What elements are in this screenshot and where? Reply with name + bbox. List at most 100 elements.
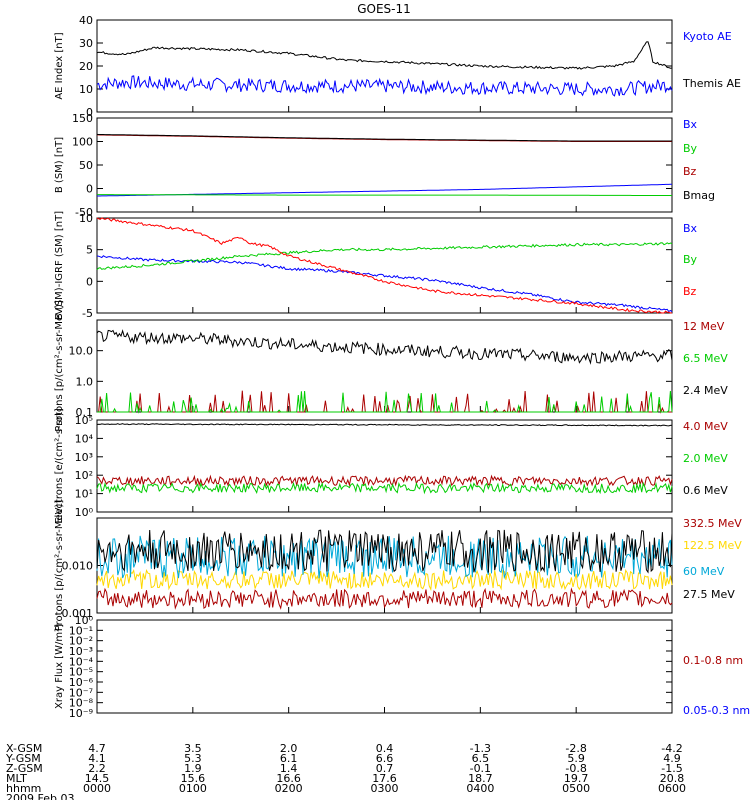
x-tick-label: 5.9: [567, 752, 585, 765]
panel-5: 10⁰ 10¹ 10² 10³ 10⁴ 10⁵ Electrons [e/(cm²-s-sr…: [54, 408, 728, 524]
series-line: [96, 423, 673, 427]
legend-entry: Kyoto AE: [683, 30, 732, 43]
series-line: [96, 41, 673, 70]
legend-entry: 0.6 MeV: [683, 484, 728, 497]
series-line: [96, 535, 673, 580]
legend-entry: 4.0 MeV: [683, 420, 728, 433]
x-tick-label: -0.8: [565, 762, 586, 775]
series-line: [96, 529, 673, 574]
panel-frame: [96, 117, 673, 213]
x-tick-label: 1.4: [280, 762, 298, 775]
series-line: [96, 75, 673, 97]
y-tick-label: 10.0: [69, 345, 94, 358]
x-tick-label: 15.6: [181, 772, 206, 785]
panel-frame: [96, 217, 673, 314]
x-row-label: X-GSM: [6, 742, 42, 755]
y-tick-label: 10: [79, 83, 93, 96]
x-tick-label: 5.3: [184, 752, 202, 765]
y-tick-label: 10²: [75, 469, 93, 482]
y-tick-label: 10⁻⁶: [69, 676, 94, 689]
x-tick-label: 3.5: [184, 742, 202, 755]
y-axis-label: Electrons [e/(cm²-s-sr)]: [54, 408, 65, 524]
y-tick-label: 0: [86, 106, 93, 119]
x-tick-label: 0.4: [376, 742, 394, 755]
x-tick-label: 18.7: [468, 772, 493, 785]
y-tick-label: 10⁰: [75, 614, 94, 627]
y-tick-label: 0: [86, 275, 93, 288]
y-tick-label: 10¹: [75, 488, 93, 501]
x-row-label: MLT: [6, 772, 27, 785]
x-tick-label: 19.7: [564, 772, 589, 785]
legend-entry: 12 MeV: [683, 320, 725, 333]
legend-entry: 0.05-0.3 nm: [683, 704, 750, 717]
panel-frame: [96, 619, 673, 714]
legend-entry: 6.5 MeV: [683, 352, 728, 365]
x-tick-label: 0100: [179, 782, 207, 795]
legend-entry: 27.5 MeV: [683, 588, 735, 601]
legend-entry: 122.5 MeV: [683, 539, 742, 552]
legend-entry: 2.4 MeV: [683, 384, 728, 397]
y-tick-label: 20: [79, 60, 93, 73]
series-line: [96, 217, 673, 314]
x-tick-label: 0600: [658, 782, 686, 795]
panel-frame: [96, 517, 673, 614]
x-tick-label: -4.2: [661, 742, 682, 755]
x-tick-label: 0200: [275, 782, 303, 795]
y-tick-label: 10⁻²: [69, 635, 93, 648]
x-tick-label: 4.1: [88, 752, 106, 765]
panel-frame: [96, 19, 673, 113]
x-tick-label: 0.7: [376, 762, 394, 775]
x-tick-label: -2.8: [565, 742, 586, 755]
x-tick-label: 14.5: [85, 772, 110, 785]
y-tick-label: 10⁴: [75, 432, 94, 445]
y-tick-label: 10⁵: [75, 414, 93, 427]
legend-entry: 60 MeV: [683, 565, 725, 578]
y-tick-label: 100: [72, 136, 93, 149]
x-tick-label: 6.6: [376, 752, 394, 765]
y-tick-label: 10³: [75, 451, 93, 464]
x-tick-label: 2.0: [280, 742, 298, 755]
y-axis-label: Xray Flux [W/m²]: [54, 624, 65, 709]
legend-entry: 332.5 MeV: [683, 517, 742, 530]
y-tick-label: 10⁻⁹: [69, 707, 93, 720]
series-line: [96, 587, 673, 610]
legend-entry: Themis AE: [682, 77, 741, 90]
series-line: [97, 183, 672, 197]
series-line: [96, 255, 673, 313]
y-tick-label: -50: [75, 206, 93, 219]
y-tick-label: 10: [79, 212, 93, 225]
x-tick-label: -0.1: [470, 762, 491, 775]
y-tick-label: 10⁻⁴: [69, 655, 94, 668]
series-line: [96, 242, 673, 271]
x-row-label: hhmm: [6, 782, 41, 795]
y-tick-label: 150: [72, 112, 93, 125]
y-axis-label: Protons [p/(cm²-s-sr-MeV)]: [54, 500, 65, 632]
y-tick-label: 0.1: [76, 406, 94, 419]
y-tick-label: 10⁻⁷: [69, 686, 93, 699]
y-tick-label: 10⁻⁵: [69, 666, 93, 679]
panel-2: -50 0 50 100 150 B (SM) [nT] Bx By Bz Bmag: [54, 112, 715, 219]
x-tick-label: 0300: [371, 782, 399, 795]
series-line: [96, 133, 672, 142]
legend-entry: By: [683, 142, 698, 155]
y-tick-label: 10⁰: [75, 506, 94, 519]
panel-4: 0.1 1.0 10.0 Protons [p/(cm²-s-sr-MeV)] 12 M…: [54, 300, 728, 432]
x-tick-label: 6.5: [472, 752, 490, 765]
legend-entry: By: [683, 253, 698, 266]
series-line: [96, 329, 673, 365]
x-tick-label: -1.5: [661, 762, 682, 775]
legend-entry: Bz: [683, 165, 697, 178]
series-line: [96, 474, 673, 487]
y-tick-label: 10⁻³: [69, 645, 93, 658]
x-row-label: Z-GSM: [6, 762, 43, 775]
y-axis-label: Protons [p/(cm²-s-sr-MeV)]: [54, 300, 65, 432]
date-label: 2009 Feb 03: [6, 792, 74, 800]
legend-entry: 0.1-0.8 nm: [683, 654, 743, 667]
legend-entry: Bx: [683, 222, 698, 235]
x-tick-label: 20.8: [660, 772, 685, 785]
x-tick-label: 4.9: [663, 752, 681, 765]
x-tick-label: 17.6: [372, 772, 397, 785]
